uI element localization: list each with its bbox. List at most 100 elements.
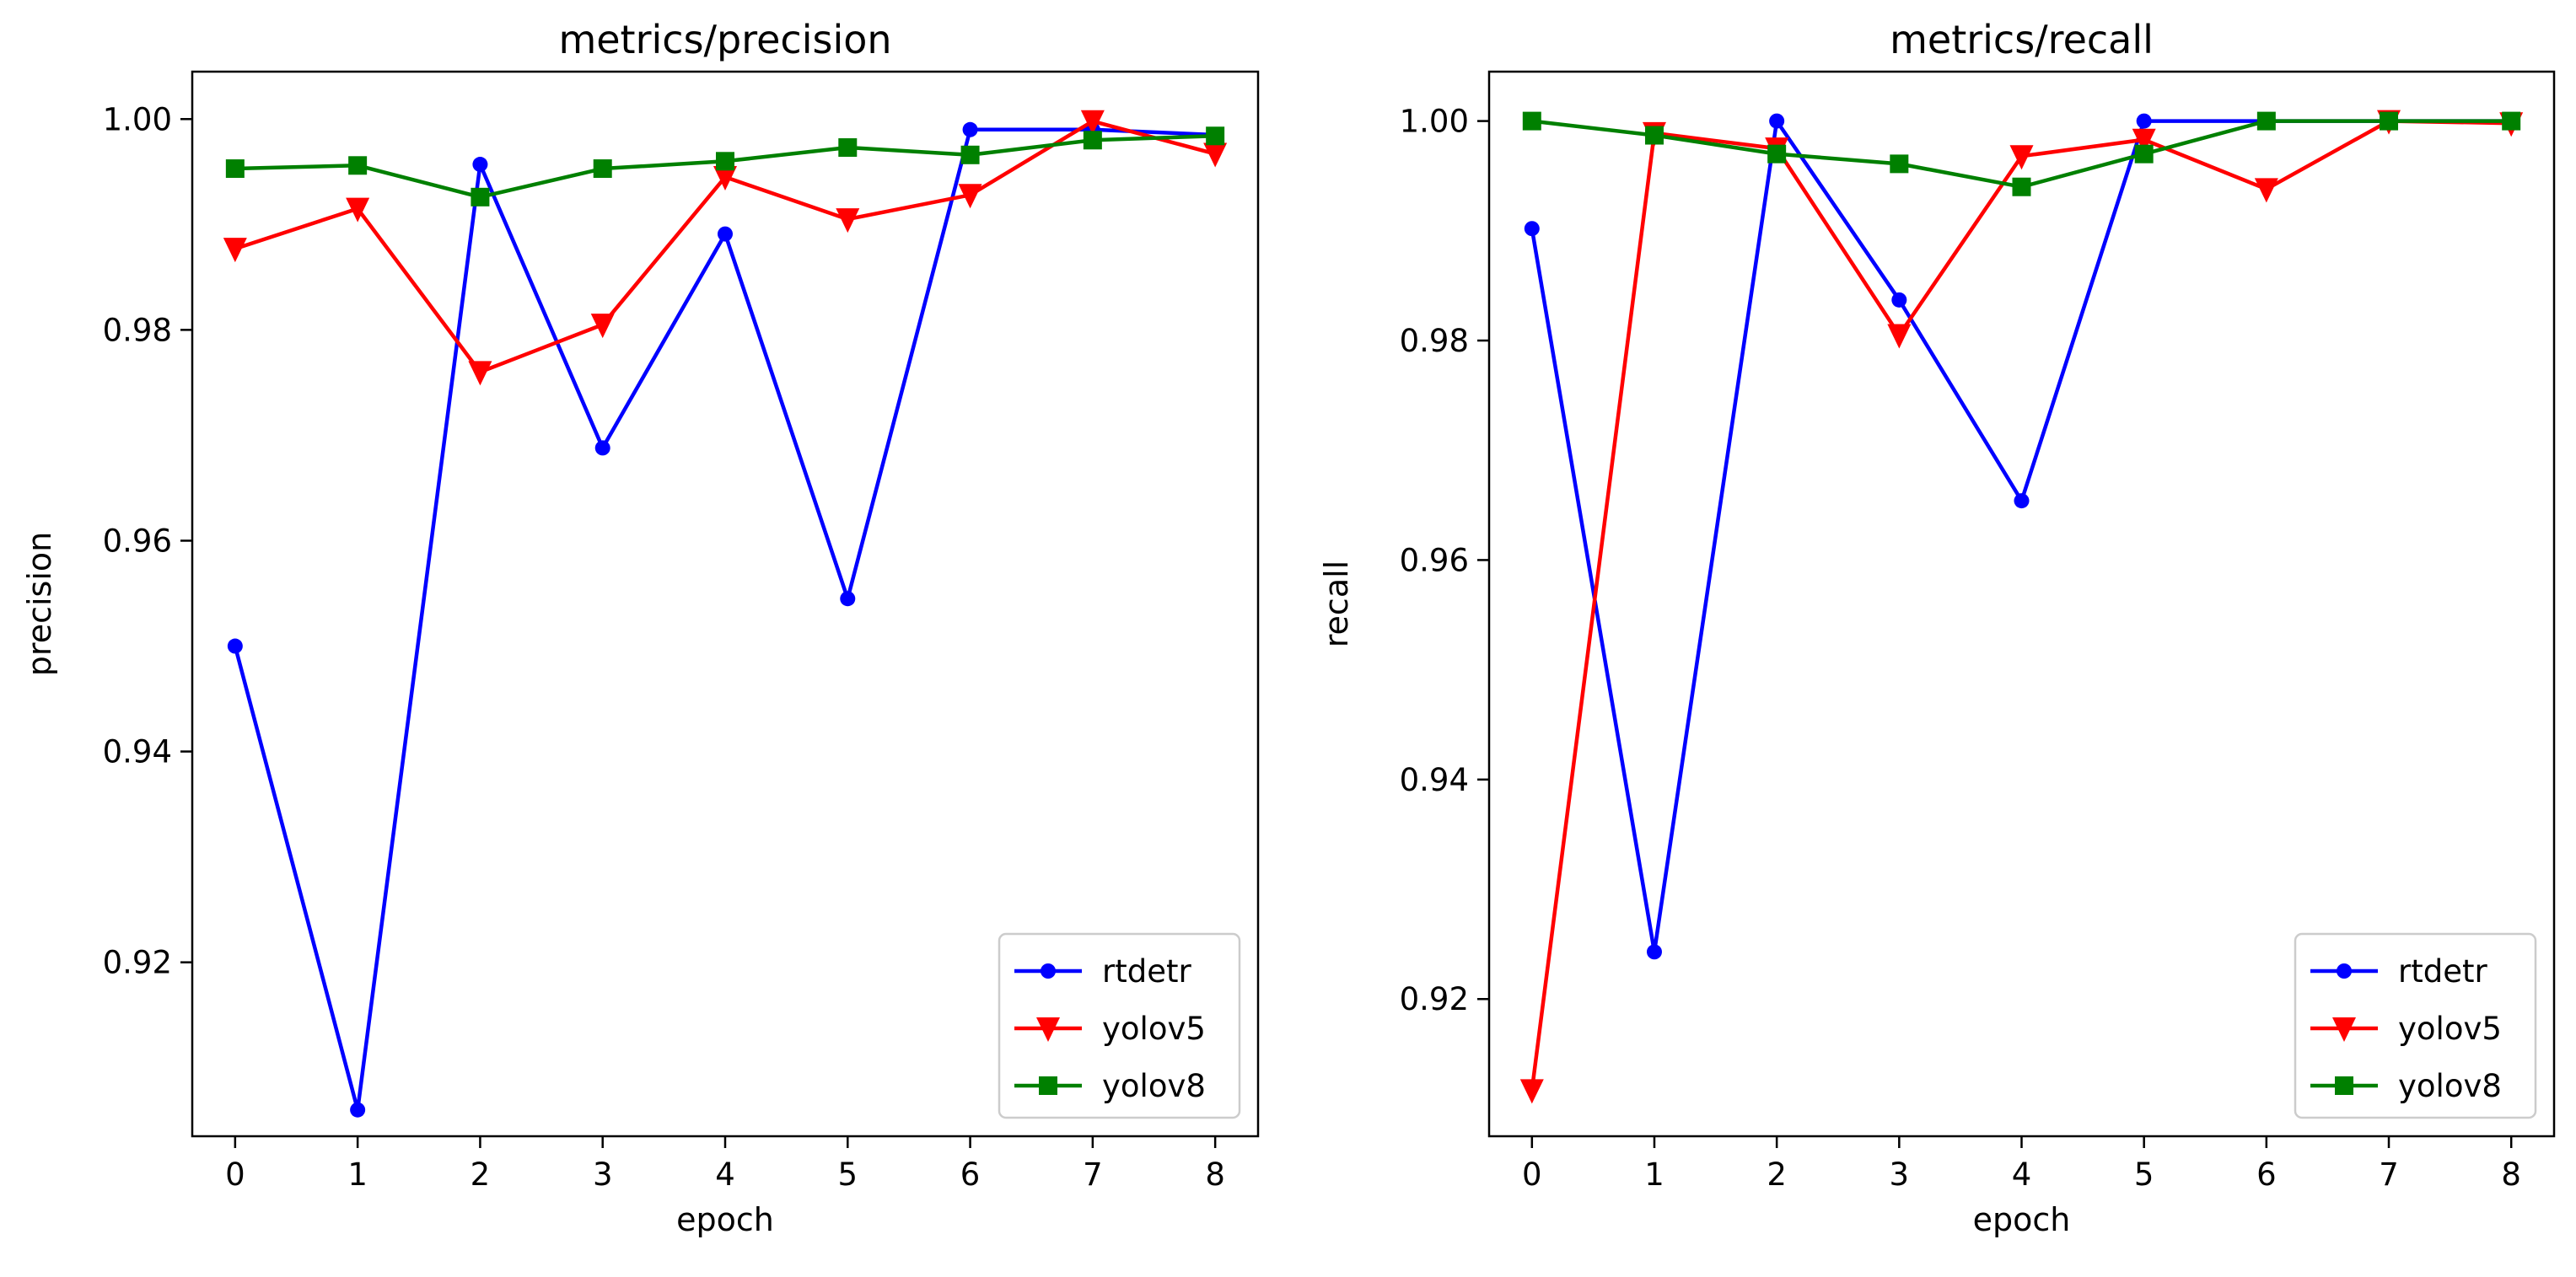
legend-box — [998, 932, 1241, 1119]
x-axis-label: epoch — [676, 1201, 774, 1238]
data-point-yolov5 — [2009, 145, 2034, 170]
x-tick-label: 1 — [347, 1156, 368, 1193]
legend-marker — [2332, 1017, 2356, 1042]
data-point-yolov8 — [2256, 111, 2276, 131]
data-point-rtdetr — [350, 1102, 366, 1118]
y-tick-label: 0.98 — [1400, 323, 1469, 359]
y-tick-label: 1.00 — [1400, 104, 1469, 140]
data-point-rtdetr — [718, 226, 733, 242]
data-point-yolov5 — [468, 361, 492, 386]
data-point-yolov8 — [1767, 144, 1787, 164]
chart-title: metrics/recall — [1890, 17, 2154, 62]
y-axis-label: recall — [1318, 561, 1355, 647]
y-tick-label: 0.96 — [1400, 542, 1469, 578]
data-point-yolov8 — [2502, 111, 2521, 131]
plot-frame — [191, 70, 1260, 1138]
legend-item-yolov8: yolov8 — [1014, 1068, 1206, 1104]
legend-item-yolov5: yolov5 — [2310, 1011, 2502, 1047]
x-tick-label: 3 — [1890, 1156, 1910, 1193]
series-rtdetr — [1524, 113, 2520, 960]
legend-item-rtdetr: rtdetr — [1014, 953, 1191, 990]
data-point-yolov5 — [2132, 128, 2156, 153]
x-tick-label: 2 — [471, 1156, 491, 1193]
legend-label: rtdetr — [2398, 953, 2487, 990]
series-yolov8 — [1522, 111, 2521, 196]
data-point-yolov8 — [960, 145, 980, 164]
data-point-yolov5 — [1519, 1079, 1544, 1104]
data-point-yolov8 — [1890, 154, 1909, 174]
legend-marker — [2335, 1076, 2353, 1095]
data-point-yolov5 — [713, 166, 737, 191]
data-point-rtdetr — [962, 121, 978, 137]
data-point-yolov8 — [1083, 131, 1102, 150]
x-tick-label: 7 — [2379, 1156, 2399, 1193]
x-tick-label: 6 — [960, 1156, 981, 1193]
x-tick-label: 6 — [2256, 1156, 2277, 1193]
data-point-yolov8 — [348, 156, 368, 175]
y-tick-label: 0.96 — [103, 523, 172, 559]
data-point-rtdetr — [1646, 944, 1662, 960]
x-tick-label: 4 — [715, 1156, 735, 1193]
legend-marker — [1041, 963, 1056, 979]
legend-box — [2294, 932, 2537, 1119]
legend-item-yolov5: yolov5 — [1014, 1011, 1206, 1047]
x-tick-label: 7 — [1083, 1156, 1103, 1193]
chart-panel-2: metrics/recall 0.92 0.94 0.96 0.98 1.00 0 1 2 3 4 5… — [1318, 17, 2556, 1238]
data-point-yolov8 — [2012, 177, 2031, 196]
y-tick-label: 1.00 — [103, 101, 172, 137]
data-point-yolov5 — [223, 238, 247, 263]
data-point-yolov8 — [2134, 144, 2154, 164]
x-axis-label: epoch — [1973, 1201, 2071, 1238]
data-point-yolov8 — [1644, 126, 1664, 145]
x-tick-label: 5 — [838, 1156, 858, 1193]
data-point-yolov5 — [346, 197, 370, 223]
legend-item-yolov8: yolov8 — [2310, 1068, 2502, 1104]
y-tick-label: 0.94 — [103, 734, 172, 770]
legend-label: yolov8 — [2398, 1068, 2502, 1104]
data-point-yolov5 — [958, 184, 982, 209]
legend-marker — [1036, 1017, 1060, 1042]
x-tick-label: 2 — [1767, 1156, 1787, 1193]
data-point-yolov5 — [1203, 142, 1228, 168]
legend: rtdetr yolov5 yolov8 — [998, 932, 1241, 1119]
x-tick-label: 0 — [1522, 1156, 1542, 1193]
data-point-yolov8 — [471, 187, 490, 207]
legend-marker — [2337, 963, 2352, 979]
x-tick-label: 1 — [1644, 1156, 1664, 1193]
legend: rtdetr yolov5 yolov8 — [2294, 932, 2537, 1119]
data-point-rtdetr — [2136, 113, 2152, 129]
data-point-rtdetr — [840, 591, 856, 607]
series-line-rtdetr — [1530, 119, 2512, 954]
data-point-rtdetr — [227, 638, 243, 654]
x-tick-label: 4 — [2012, 1156, 2032, 1193]
x-tick-label: 8 — [2501, 1156, 2521, 1193]
data-point-yolov5 — [1887, 324, 1912, 349]
data-point-yolov5 — [590, 314, 615, 339]
plot-frame — [1487, 70, 2556, 1138]
legend-label: yolov8 — [1102, 1068, 1206, 1104]
chart-panel-1: metrics/precision 0.92 0.94 0.96 0.98 1.00 0 1 2… — [21, 17, 1260, 1238]
data-point-rtdetr — [472, 157, 488, 173]
data-point-yolov5 — [836, 208, 860, 233]
data-point-rtdetr — [1769, 113, 1785, 129]
y-tick-label: 0.98 — [103, 312, 172, 348]
x-tick-label: 3 — [593, 1156, 613, 1193]
data-point-yolov8 — [716, 152, 734, 171]
y-tick-label: 0.94 — [1400, 762, 1469, 798]
legend-label: yolov5 — [2398, 1011, 2502, 1047]
data-point-yolov8 — [2380, 111, 2399, 131]
data-point-rtdetr — [1524, 221, 1540, 237]
data-point-yolov5 — [1080, 110, 1105, 135]
data-point-yolov8 — [1206, 126, 1225, 146]
legend-item-rtdetr: rtdetr — [2310, 953, 2487, 990]
x-tick-label: 8 — [1205, 1156, 1225, 1193]
legend-label: rtdetr — [1102, 953, 1191, 990]
data-point-rtdetr — [1891, 292, 1907, 308]
y-tick-label: 0.92 — [1400, 981, 1469, 1017]
data-point-rtdetr — [594, 440, 610, 456]
x-tick-label: 5 — [2134, 1156, 2154, 1193]
data-point-rtdetr — [2014, 493, 2030, 509]
y-tick-label: 0.92 — [103, 945, 172, 981]
x-tick-label: 0 — [225, 1156, 245, 1193]
